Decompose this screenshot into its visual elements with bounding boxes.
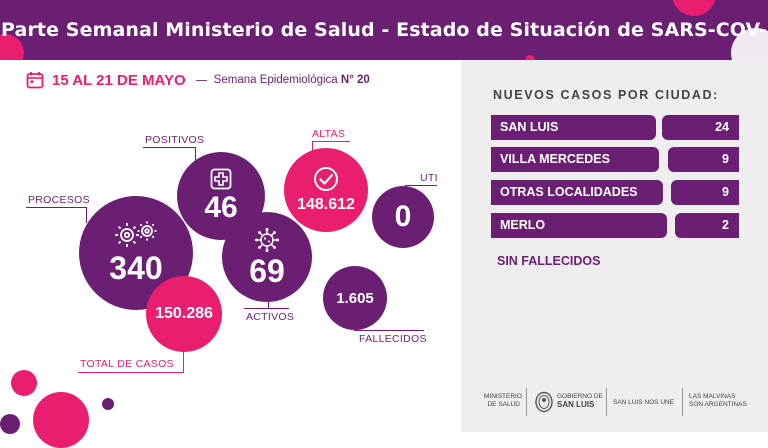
footer-gobierno: GOBIERNO DE SAN LUIS <box>557 393 603 409</box>
date-range: 15 AL 21 DE MAYO <box>52 71 186 89</box>
decor-dot <box>102 398 114 410</box>
date-row: 15 AL 21 DE MAYO — Semana Epidemiológica… <box>26 69 370 91</box>
decor-dot <box>33 392 89 448</box>
label-positivos: POSITIVOS <box>145 134 205 146</box>
label-altas: ALTAS <box>312 128 346 140</box>
value-activos: 69 <box>249 252 285 289</box>
page-title: Parte Semanal Ministerio de Salud - Esta… <box>1 19 767 41</box>
connector-line <box>312 141 350 142</box>
check-circle-icon <box>314 167 338 191</box>
connector-line <box>312 141 313 153</box>
footer-ministerio: MINISTERIO DE SALUD <box>484 393 522 408</box>
city-name: SAN LUIS <box>491 115 656 140</box>
decor-dot <box>672 0 716 16</box>
connector-line <box>143 147 195 148</box>
value-procesos: 340 <box>109 250 163 286</box>
footer-separator <box>526 388 527 416</box>
connector-line <box>78 372 184 373</box>
city-value: 2 <box>675 213 739 238</box>
virus-icon <box>255 227 279 252</box>
label-total-casos: TOTAL DE CASOS <box>80 358 174 370</box>
connector-line <box>354 330 424 331</box>
separator-dash: — <box>195 73 208 87</box>
city-value: 9 <box>668 147 739 172</box>
connector-line <box>86 207 87 223</box>
coat-of-arms-icon <box>535 391 553 413</box>
bubble-altas: 148.612 <box>284 148 368 232</box>
connector-line <box>183 350 184 372</box>
connector-line <box>195 147 196 161</box>
decor-dot <box>11 370 37 396</box>
city-value: 24 <box>662 115 739 140</box>
header-bar: Parte Semanal Ministerio de Salud - Esta… <box>0 0 768 60</box>
week-number: N° 20 <box>340 74 370 86</box>
connector-line <box>405 185 437 186</box>
no-deaths-note: SIN FALLECIDOS <box>497 254 601 268</box>
value-fallecidos: 1.605 <box>336 289 374 307</box>
city-value: 9 <box>671 180 739 205</box>
label-fallecidos: FALLECIDOS <box>359 333 427 345</box>
label-activos: ACTIVOS <box>246 311 295 323</box>
cities-title: NUEVOS CASOS POR CIUDAD: <box>493 88 719 102</box>
footer-malvinas: LAS MALVINAS SON ARGENTINAS <box>689 393 747 408</box>
bubble-uti: 0 <box>372 186 434 248</box>
label-uti: UTI <box>420 172 438 184</box>
footer-slogan: SAN LUIS NOS UNE <box>613 399 675 406</box>
bubble-fallecidos: 1.605 <box>323 266 387 330</box>
value-positivos: 46 <box>204 191 238 224</box>
medical-cross-icon <box>210 168 232 190</box>
city-name: MERLO <box>491 213 667 238</box>
footer-separator <box>682 388 683 416</box>
city-name: OTRAS LOCALIDADES <box>491 180 663 205</box>
bubble-total-casos: 150.286 <box>146 276 222 352</box>
decor-dot <box>0 414 20 434</box>
decor-dot <box>525 55 535 60</box>
gears-icon <box>115 221 157 247</box>
value-uti: 0 <box>394 200 412 233</box>
value-total-casos: 150.286 <box>155 305 213 322</box>
value-altas: 148.612 <box>297 196 355 213</box>
connector-line <box>26 207 86 208</box>
footer-separator <box>606 388 607 416</box>
week-label: Semana Epidemiológica N° 20 <box>213 74 370 86</box>
connector-line <box>244 308 289 309</box>
city-name: VILLA MERCEDES <box>491 147 659 172</box>
bubble-activos: 69 <box>222 212 312 302</box>
label-procesos: PROCESOS <box>28 194 90 206</box>
calendar-icon <box>26 72 44 89</box>
